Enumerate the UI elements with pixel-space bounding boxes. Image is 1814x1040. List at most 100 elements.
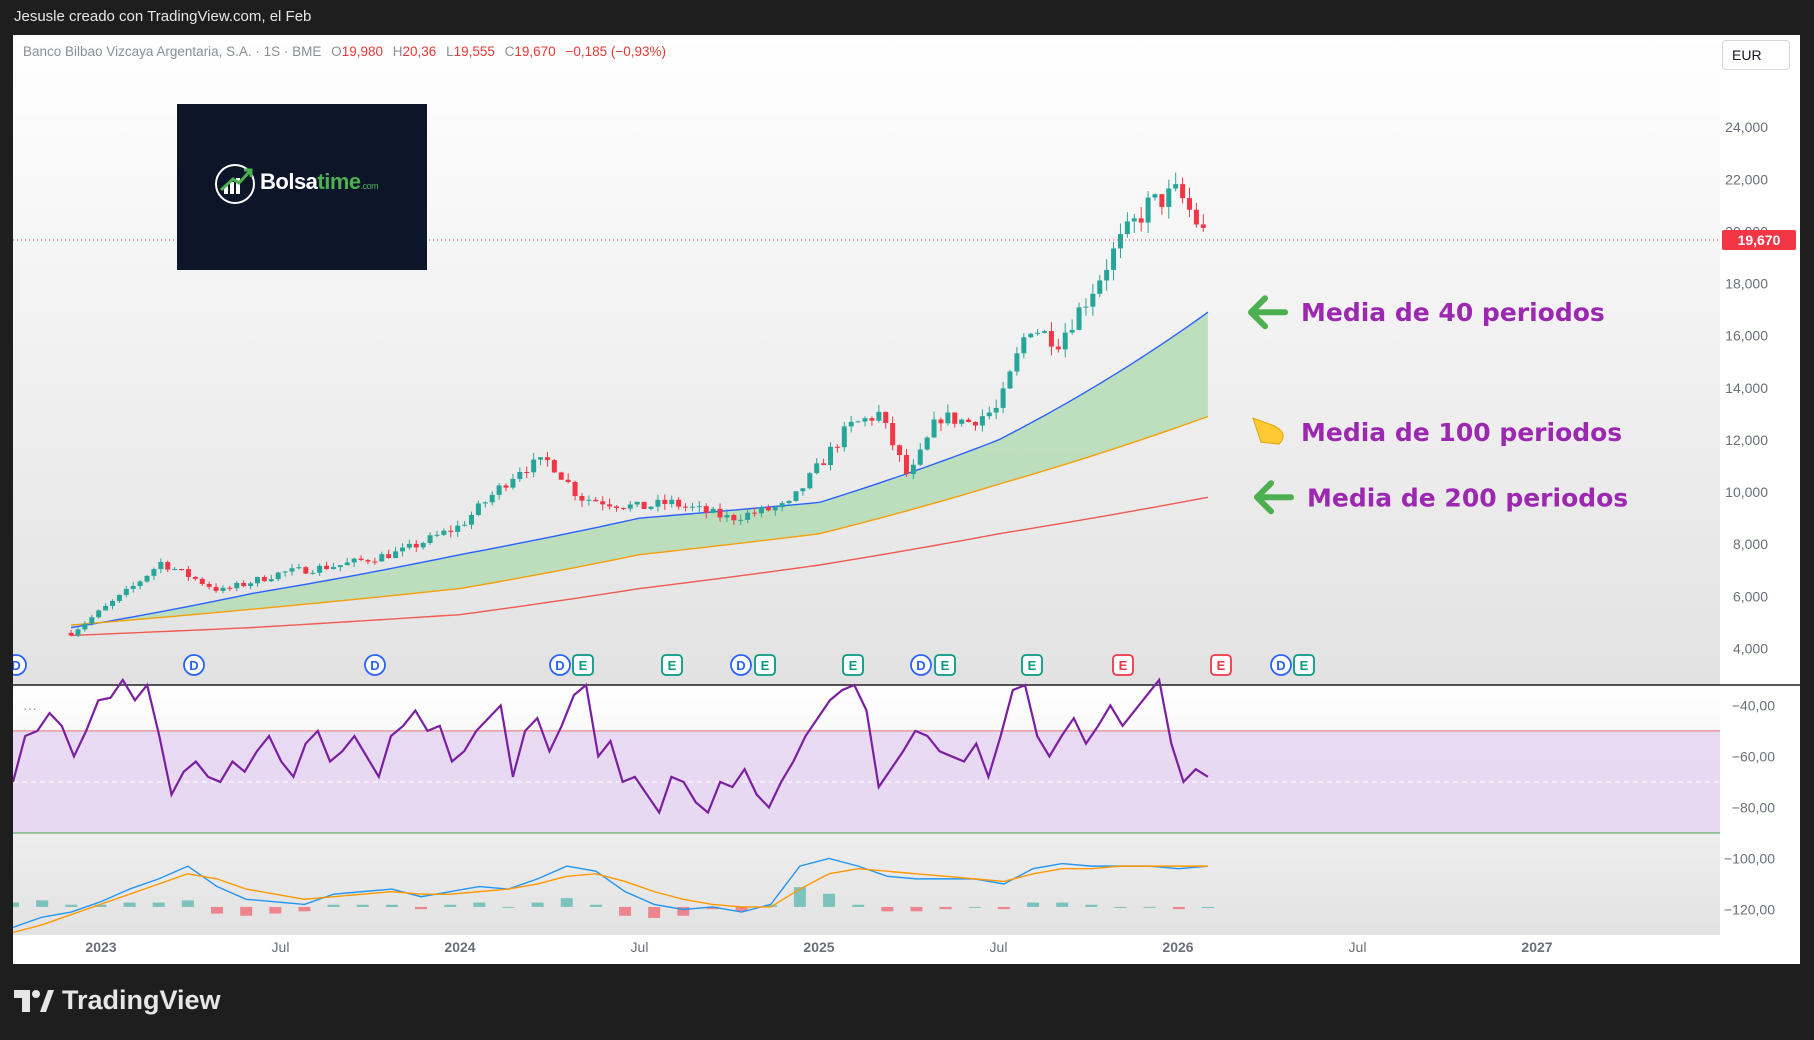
earnings-event-marker	[572, 654, 594, 676]
candle-body	[959, 419, 965, 424]
candle-body	[952, 412, 958, 424]
earnings-event-label: E	[761, 658, 770, 673]
candle-body	[123, 588, 129, 595]
candle-body	[1042, 331, 1048, 333]
candle-body	[406, 543, 412, 548]
candle-body	[800, 488, 806, 492]
dividend-event-marker	[364, 654, 386, 676]
macd-histogram-bar	[560, 898, 573, 907]
time-tick-label: 2023	[85, 939, 116, 955]
macd-histogram-bar	[327, 904, 340, 907]
candle-body	[137, 581, 143, 586]
candle-body	[241, 582, 247, 587]
candle-body	[510, 478, 516, 488]
macd-histogram-bar	[793, 887, 806, 907]
candle-body	[234, 582, 240, 589]
macd-histogram-bar	[1143, 906, 1156, 908]
logo-word-bolsa: Bolsa	[260, 169, 318, 194]
candle-body	[765, 507, 771, 511]
time-tick-label: 2026	[1162, 939, 1193, 955]
price-tick-label: 16,000	[1725, 328, 1768, 344]
macd-histogram-bar	[619, 906, 632, 916]
candle-body	[393, 551, 399, 559]
high-value: 20,36	[402, 44, 437, 59]
dividend-event-label: D	[13, 658, 21, 673]
candle-body	[372, 561, 378, 563]
candle-body	[579, 495, 585, 501]
candle-body	[489, 494, 495, 503]
earnings-event-label: E	[668, 658, 677, 673]
candle-body	[289, 568, 295, 572]
macd-histogram-bar	[240, 906, 253, 916]
candle-body	[931, 419, 937, 438]
price-tick-label: 14,000	[1725, 380, 1768, 396]
candle-body	[358, 558, 364, 561]
candle-body	[897, 445, 903, 455]
macd-histogram-bar	[735, 906, 748, 912]
candle-body	[689, 506, 695, 508]
chart-frame[interactable]: 24,00022,00020,00018,00016,00014,00012,0…	[13, 35, 1800, 964]
candle-body	[834, 446, 840, 448]
logo-word-time: time	[317, 169, 361, 194]
candle-body	[731, 515, 737, 521]
candle-body	[179, 569, 185, 571]
candle-body	[979, 416, 985, 426]
candle-body	[248, 583, 254, 587]
candle-body	[890, 423, 896, 446]
last-price-tag-label: 19,670	[1738, 232, 1781, 248]
candle-body	[655, 499, 661, 507]
candle-body	[620, 507, 626, 509]
dividend-event-label: D	[736, 658, 745, 673]
candle-body	[993, 407, 999, 413]
candle-body	[869, 418, 875, 421]
candle-body	[172, 569, 178, 571]
candle-body	[185, 569, 191, 577]
candle-body	[1055, 346, 1061, 350]
candle-body	[434, 534, 440, 536]
earnings-event-marker	[1112, 654, 1134, 676]
candle-body	[75, 629, 81, 636]
candle-body	[496, 485, 502, 495]
candle-body	[261, 576, 267, 582]
candle-body	[165, 561, 171, 570]
candle-body	[275, 572, 281, 580]
candle-body	[752, 512, 758, 514]
candle-body	[1173, 184, 1179, 189]
hand-point-icon	[1252, 417, 1284, 445]
candle-body	[586, 499, 592, 501]
candle-body	[917, 449, 923, 465]
currency-button[interactable]: EUR	[1722, 40, 1790, 70]
macd-histogram-bar	[385, 904, 398, 907]
candle-body	[116, 594, 122, 601]
candle-body	[268, 579, 274, 582]
candle-body	[296, 567, 302, 569]
candle-body	[192, 576, 198, 579]
candle-body	[68, 632, 74, 636]
dividend-event-marker	[13, 654, 27, 676]
macd-histogram-bar	[415, 906, 428, 910]
macd-histogram-bar	[13, 902, 19, 907]
candle-body	[862, 418, 868, 422]
candle-body	[96, 610, 102, 618]
candle-body	[924, 437, 930, 450]
candle-body	[130, 585, 136, 589]
macd-histogram-bar	[531, 902, 544, 907]
oscillator-tick-label: −100,00	[1724, 850, 1775, 866]
candle-body	[386, 554, 392, 559]
candle-body	[593, 499, 599, 502]
candle-body	[1062, 332, 1068, 350]
macd-histogram-bar	[502, 906, 515, 908]
time-tick-label: 2024	[444, 939, 475, 955]
ma-crossover-fill	[71, 312, 1208, 628]
ma-line-200	[71, 496, 1209, 637]
earnings-event-label: E	[849, 658, 858, 673]
candle-body	[1152, 194, 1158, 198]
macd-histogram-bar	[269, 906, 282, 914]
candle-body	[1159, 194, 1165, 207]
candle-body	[600, 501, 606, 505]
earnings-event-marker	[1021, 654, 1043, 676]
symbol-legend: Banco Bilbao Vizcaya Argentaria, S.A. · …	[23, 44, 666, 59]
price-chart[interactable]: 24,00022,00020,00018,00016,00014,00012,0…	[13, 35, 1800, 964]
earnings-event-label: E	[1217, 658, 1226, 673]
tradingview-brand[interactable]: TradingView	[14, 985, 221, 1016]
